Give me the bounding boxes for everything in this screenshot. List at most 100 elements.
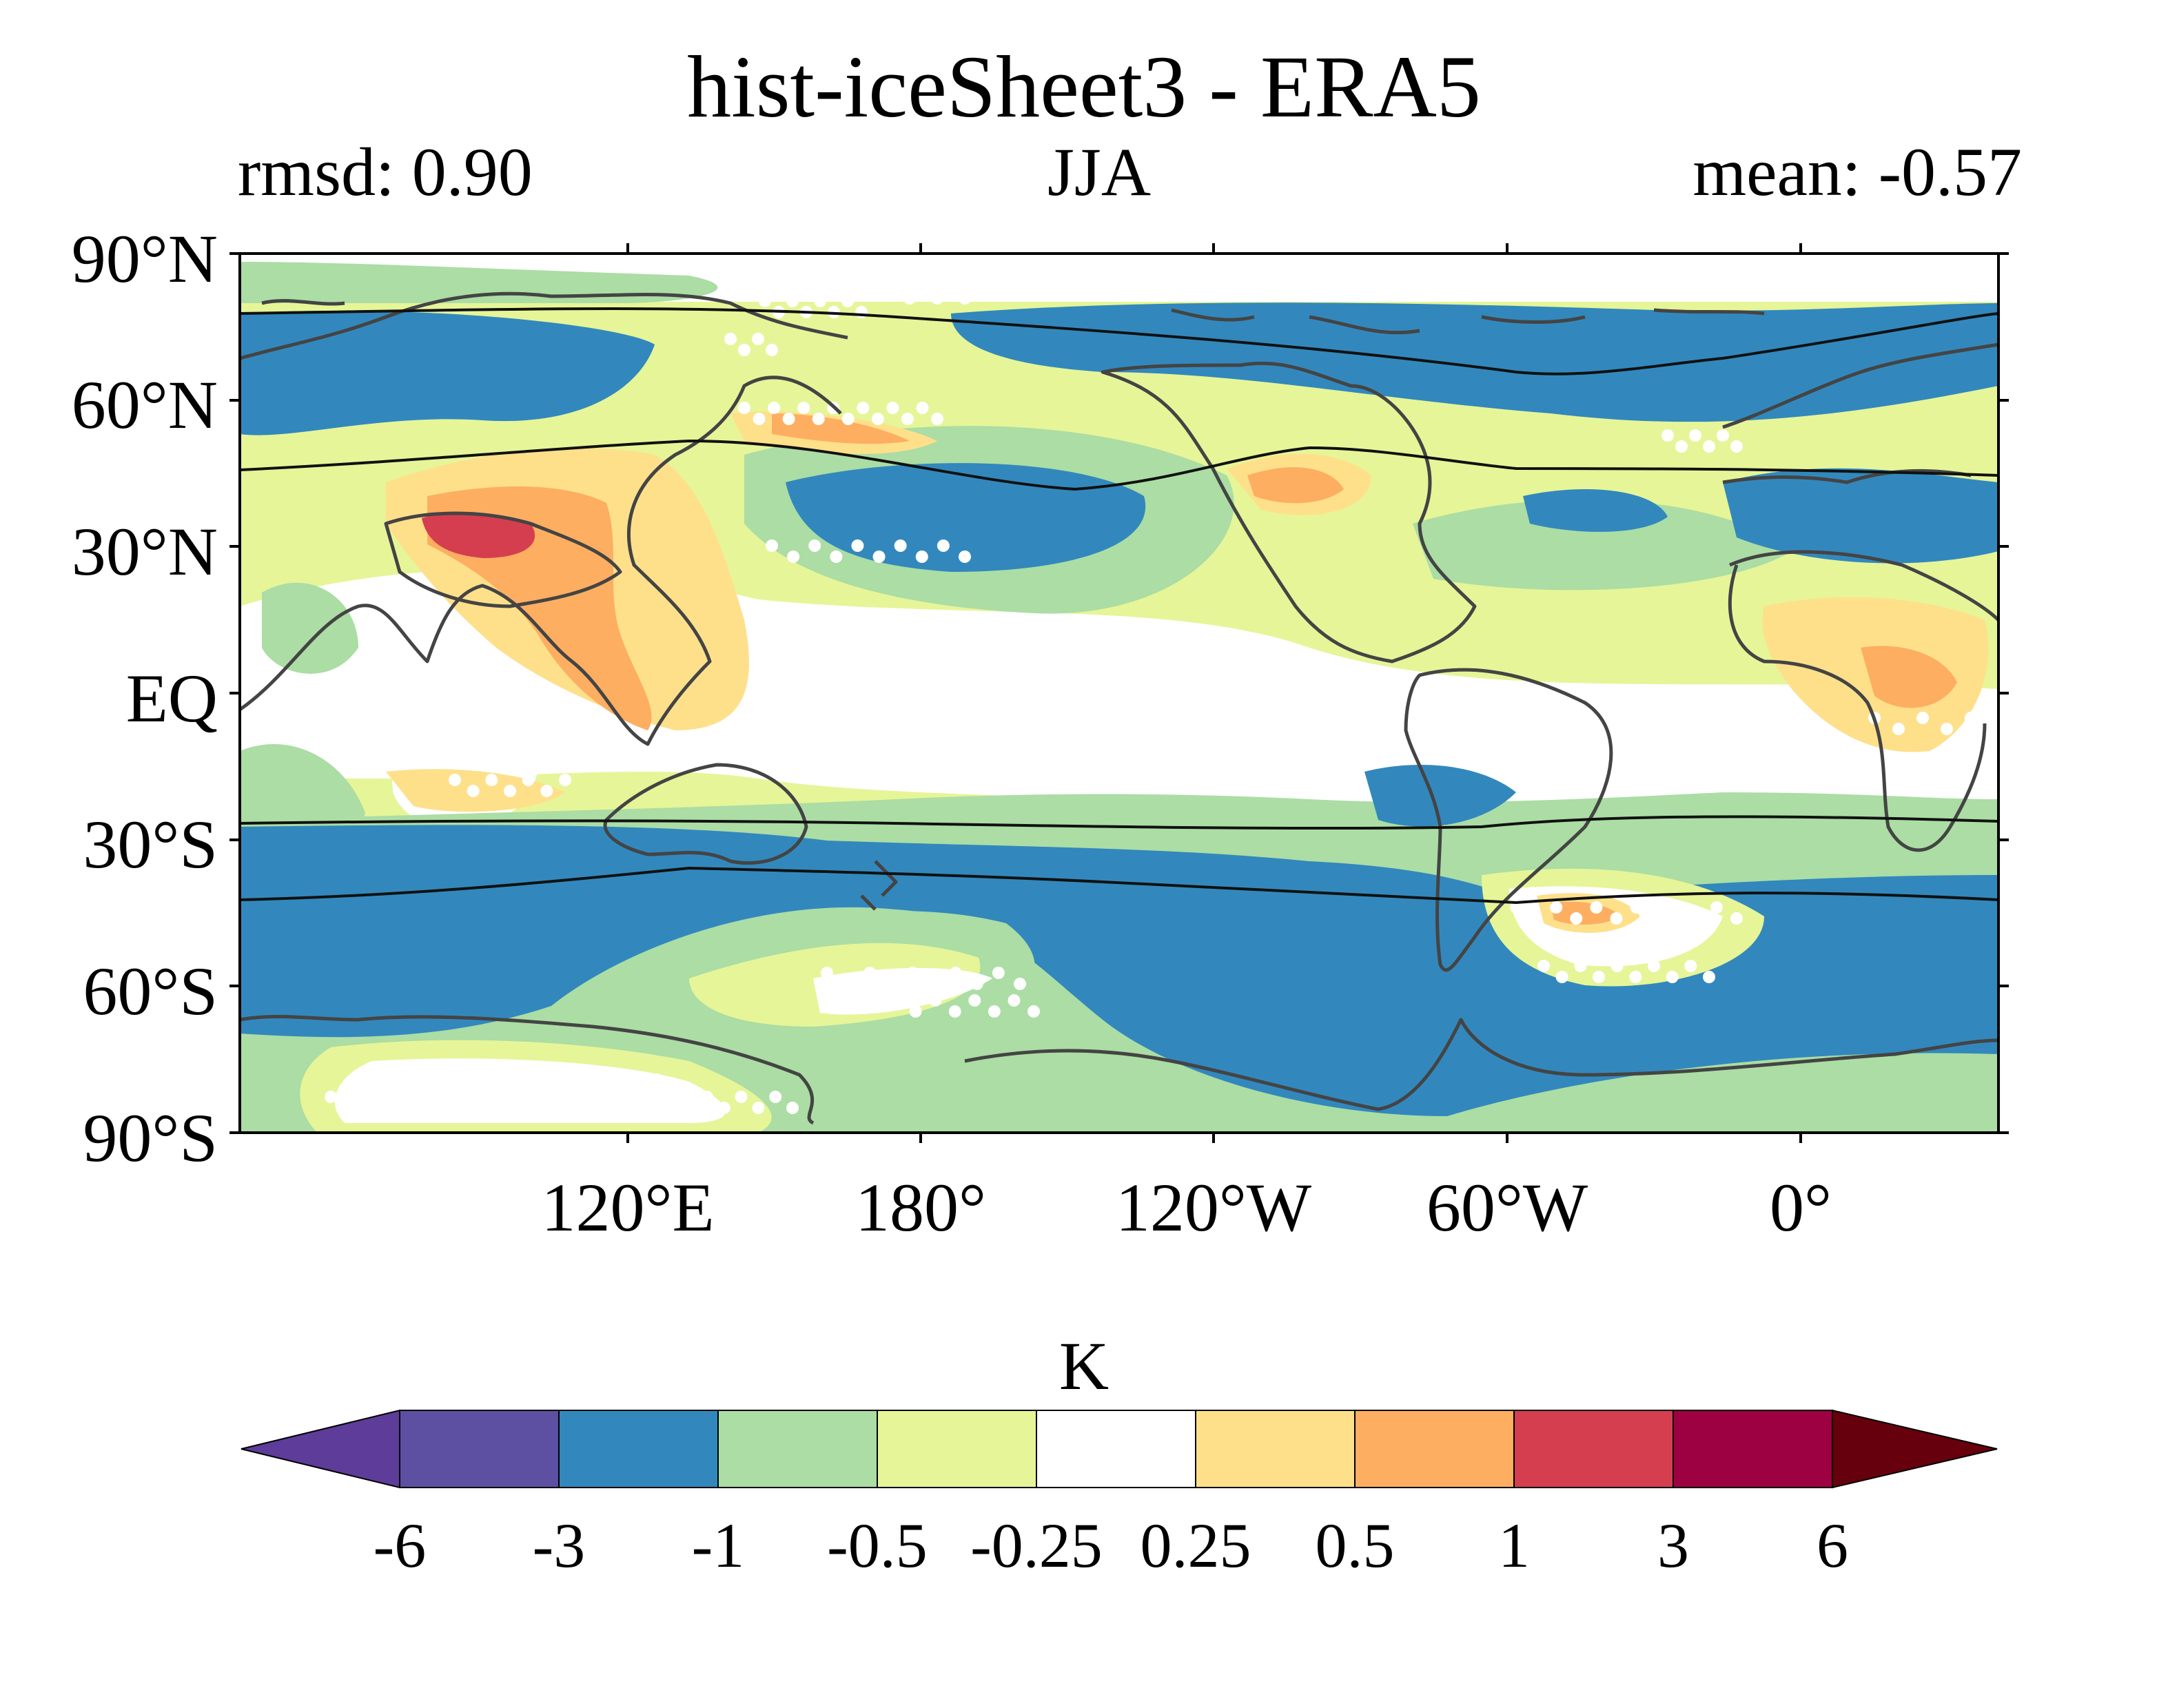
stipple-dot: [1675, 440, 1688, 453]
field-arabia-green: [262, 582, 358, 674]
colorbar-tick-label: -6: [373, 1510, 427, 1581]
contour-south-mid: [240, 815, 1998, 830]
stipple-dot: [631, 1084, 644, 1097]
stipple-dot: [495, 1091, 509, 1103]
stipple-dot: [1014, 978, 1026, 990]
colorbar-segment: [717, 1410, 878, 1488]
stipple-dot: [937, 539, 950, 552]
stipple-dot: [931, 292, 943, 305]
stipple-dot: [871, 413, 884, 425]
stipple-dot: [520, 1084, 533, 1097]
coast-siberia: [240, 291, 848, 360]
colorbar-unit: K: [1059, 1328, 1109, 1404]
stipple-dot: [1965, 712, 1977, 724]
contour-lines: [240, 307, 1998, 905]
stipple-dot: [1590, 901, 1603, 914]
stipple-dot: [917, 281, 930, 294]
stipple-dot: [1537, 960, 1550, 972]
coast-tibet: [384, 511, 622, 608]
colorbar-tick-label: -1: [691, 1510, 745, 1581]
stipple-dot: [787, 551, 800, 563]
lat-label-90n: 90°N: [71, 220, 218, 297]
colorbar-segment: [399, 1410, 560, 1488]
colorbar-tick-label: 3: [1657, 1510, 1689, 1581]
stipple-dot: [352, 1073, 365, 1086]
stipple-dot: [814, 295, 826, 307]
rmsd-label: rmsd: 0.90: [238, 134, 533, 210]
stipple-dot: [1629, 971, 1642, 983]
stippling-dots: [325, 281, 1977, 1114]
stipple-dot: [485, 774, 498, 786]
stipple-dot: [851, 539, 864, 552]
stipple-dot: [1510, 901, 1522, 914]
stipple-dot: [752, 1102, 765, 1114]
stipple-dot: [371, 1084, 384, 1097]
stipple-dot: [464, 1073, 477, 1086]
colorbar-segment: [1513, 1410, 1674, 1488]
stipple-dot: [575, 1073, 589, 1086]
coast-newzealand: [860, 860, 898, 911]
stipple-dot: [903, 292, 916, 305]
stipple-dot: [1550, 901, 1563, 914]
stipple-dot: [753, 413, 766, 425]
stipple-dot: [1684, 960, 1697, 972]
contour-north-high: [240, 307, 1998, 375]
stipple-dot: [427, 1073, 440, 1086]
stipple-dot: [1630, 901, 1643, 914]
stipple-dot: [1610, 912, 1623, 925]
coast-antarctica: [240, 1015, 1998, 1125]
lat-label-30s: 30°S: [83, 806, 218, 883]
field-spac-white: [813, 968, 992, 1015]
field-natl-blue: [1523, 489, 1668, 532]
stipple-dot: [841, 295, 854, 307]
stipple-dot: [1730, 912, 1743, 925]
colorbar-extend-high: [1832, 1409, 1998, 1489]
field-namerica-orange: [1247, 467, 1344, 504]
stipple-dot: [546, 1102, 560, 1114]
stipple-dot: [444, 1102, 457, 1114]
stipple-dot: [1703, 971, 1715, 983]
stipple-dot: [1555, 971, 1568, 983]
stipple-dot: [376, 1102, 389, 1114]
field-siberia-blue: [240, 311, 655, 435]
season-label: JJA: [1047, 134, 1152, 210]
stipple-dot: [1710, 901, 1723, 914]
stipple-dot: [890, 281, 902, 294]
stipple-dot: [1730, 440, 1743, 453]
stipple-dot: [766, 344, 778, 356]
colorbar-segment: [1673, 1410, 1833, 1488]
stipple-dot: [1008, 994, 1021, 1007]
stipple-dot: [970, 978, 983, 990]
stipple-dot: [1916, 712, 1929, 724]
contour-south-high: [240, 866, 1998, 905]
field-japan-orange: [772, 413, 910, 444]
stipple-dot: [1574, 960, 1587, 972]
lat-label-30n: 30°N: [71, 513, 218, 590]
coast-samerica: [1404, 668, 1613, 972]
stipple-dot: [1666, 971, 1679, 983]
field-samerica-blue: [1364, 765, 1516, 827]
stipple-dot: [358, 1091, 371, 1103]
colorbar-tick-label: -3: [532, 1510, 586, 1581]
stipple-dot: [915, 551, 928, 563]
stipple-dot: [325, 1091, 337, 1103]
lon-label-0: 0°: [1770, 1169, 1832, 1246]
stipple-dot: [768, 402, 781, 414]
stipple-dot: [717, 1102, 730, 1114]
stipple-dot: [906, 967, 919, 979]
field-arctic-green: [240, 262, 718, 303]
lat-label-90s: 90°S: [83, 1100, 218, 1176]
stipple-dot: [797, 402, 810, 414]
stipple-dot: [968, 994, 981, 1007]
stipple-dot: [821, 967, 833, 979]
colorbar-tick-label: -0.25: [970, 1510, 1103, 1581]
stipple-dot: [752, 333, 764, 345]
stipple-dot: [786, 295, 799, 307]
stipple-dot: [700, 1091, 713, 1103]
stipple-dot: [929, 994, 942, 1007]
stipple-dot: [594, 1084, 607, 1097]
stipple-dot: [872, 551, 886, 563]
stipple-dot: [410, 1102, 423, 1114]
colorbar-segment: [1036, 1410, 1196, 1488]
